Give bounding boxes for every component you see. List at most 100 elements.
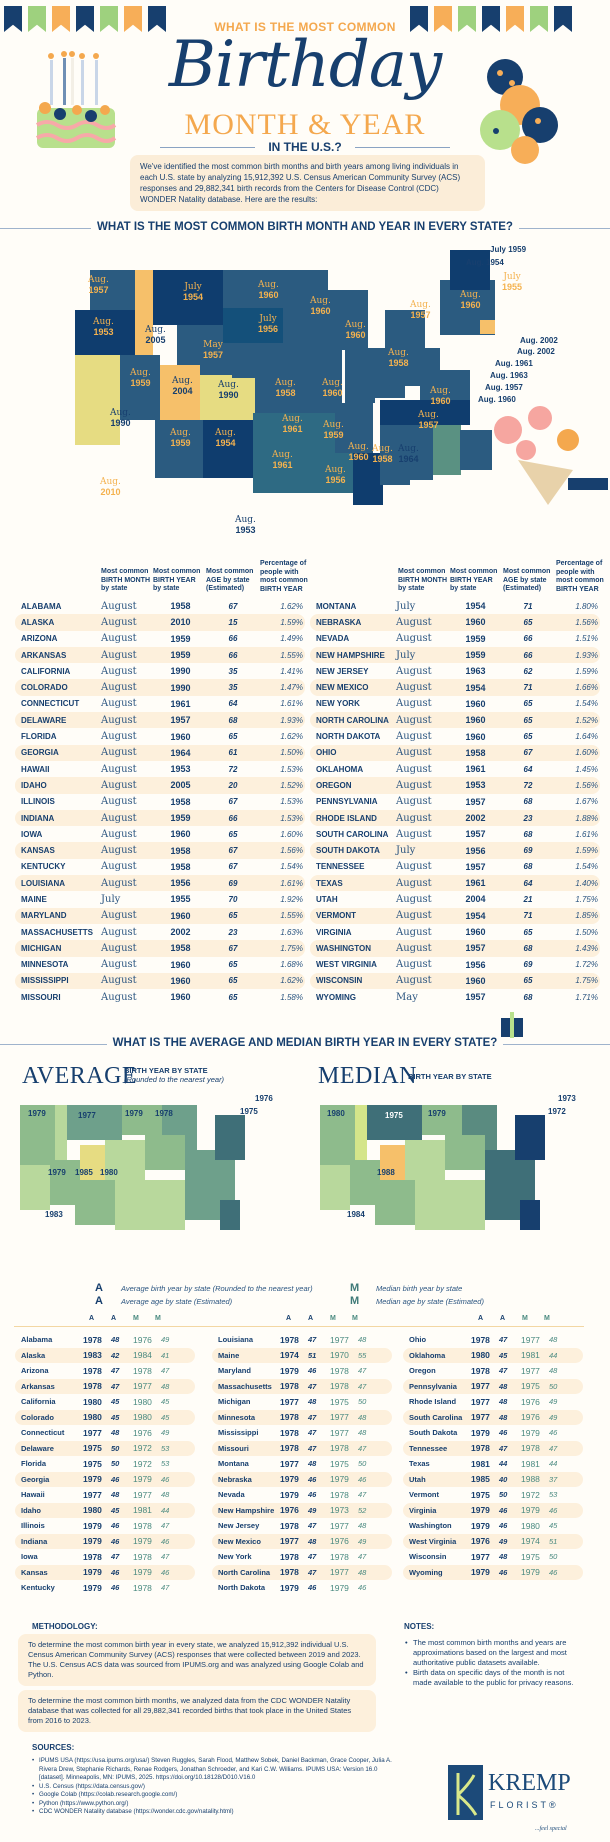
table-row: Delaware 1975 50 1972 53 [15, 1440, 195, 1456]
header-question: WHAT IS THE MOST COMMON [214, 20, 396, 34]
cell-aa: 50 [499, 1490, 508, 1500]
cell-age: 68 [228, 715, 238, 725]
cell-year: 1953 [465, 780, 486, 791]
cell-ay: 1975 [83, 1458, 102, 1469]
cell-my: 1977 [521, 1334, 540, 1345]
cell-month: August [396, 633, 432, 645]
cell-ma: 47 [161, 1583, 170, 1593]
kremp-logo-mark [448, 1765, 483, 1820]
cell-state: New York [218, 1552, 252, 1562]
cell-my: 1978 [521, 1443, 540, 1454]
cell-ay: 1985 [471, 1474, 490, 1485]
cell-year: 2002 [170, 927, 191, 938]
cell-aa: 44 [499, 1459, 508, 1469]
cell-aa: 46 [111, 1567, 120, 1577]
source-item[interactable]: Google Colab (https://colab.research.goo… [32, 1791, 392, 1800]
cell-month: July [396, 600, 416, 612]
table-row: KANSAS August 1958 67 1.56% [15, 842, 305, 859]
cell-year: 1960 [465, 975, 486, 986]
cell-month: August [101, 991, 137, 1003]
cell-month: August [396, 763, 432, 775]
cell-ay: 1980 [83, 1505, 102, 1516]
table-row: OKLAHOMA August 1961 64 1.45% [310, 761, 600, 777]
map-label-washington: Aug. 1957 [88, 275, 109, 295]
cell-my: 1978 [330, 1551, 349, 1562]
cell-age: 61 [228, 748, 238, 758]
table-row: SOUTH DAKOTA July 1956 69 1.59% [310, 842, 600, 859]
cell-aa: 46 [308, 1583, 317, 1593]
cell-pct: 1.62% [280, 732, 303, 742]
cell-my: 1978 [133, 1551, 152, 1562]
cell-year: 1960 [170, 992, 191, 1003]
cell-year: 1960 [465, 715, 486, 726]
cell-state: Connecticut [21, 1428, 65, 1438]
cell-pct: 1.75% [575, 894, 598, 904]
cell-my: 1977 [133, 1489, 152, 1500]
cell-month: August [396, 796, 432, 808]
cell-state: ALABAMA [21, 601, 62, 611]
cell-my: 1977 [330, 1427, 349, 1438]
cell-ma: 44 [161, 1505, 170, 1515]
cell-aa: 50 [111, 1459, 120, 1469]
map-label-hawaii: Aug. 1953 [235, 515, 256, 535]
cell-month: August [101, 845, 137, 857]
source-item[interactable]: CDC WONDER Natality database (https://wo… [32, 1808, 392, 1817]
cell-pct: 1.92% [280, 894, 303, 904]
cell-state: RHODE ISLAND [316, 813, 377, 823]
cell-age: 64 [523, 764, 533, 774]
cell-ay: 1977 [471, 1551, 490, 1562]
cell-state: NEBRASKA [316, 617, 362, 627]
t1-col-age-right: Most common AGE by state (Estimated) [503, 568, 551, 592]
cell-pct: 1.55% [280, 911, 303, 921]
source-item[interactable]: U.S. Census (https://data.census.gov/) [32, 1783, 392, 1792]
cell-ay: 1979 [83, 1582, 102, 1593]
avg-median-table-col3: Ohio 1978 47 1977 48 Oklahoma 1980 45 1981 44 Oreg… [403, 1332, 583, 1580]
cell-age: 20 [228, 780, 238, 790]
table-row: Vermont 1975 50 1972 53 [403, 1487, 583, 1503]
logo-name: KREMP [488, 1770, 571, 1796]
table-row: WISCONSIN August 1960 65 1.75% [310, 972, 600, 990]
cell-ay: 1978 [471, 1443, 490, 1454]
t1-col-pct-right: Percentage of people with most common BI… [556, 560, 604, 593]
source-item[interactable]: Python (https://www.python.org/) [32, 1800, 392, 1809]
cell-year: 1959 [170, 633, 191, 644]
t1-col-month-left: Most common BIRTH MONTH by state [101, 568, 150, 592]
cell-month: August [396, 779, 432, 791]
map-label-arizona: Aug. 1959 [170, 428, 191, 448]
cell-pct: 1.75% [575, 976, 598, 986]
cell-my: 1981 [133, 1505, 152, 1516]
cell-aa: 48 [308, 1536, 317, 1546]
cell-state: North Carolina [218, 1567, 271, 1577]
cell-state: OHIO [316, 748, 337, 758]
cell-state: MISSISSIPPI [21, 976, 69, 986]
table-row: NEW MEXICO August 1954 71 1.66% [310, 679, 600, 696]
cell-ma: 48 [549, 1335, 558, 1345]
cell-ay: 1978 [280, 1443, 299, 1454]
methodology-heading: METHODOLOGY: [32, 1622, 98, 1631]
cell-month: August [396, 665, 432, 677]
source-item[interactable]: IPUMS USA (https://usa.ipums.org/usa/) S… [32, 1757, 392, 1783]
cell-aa: 47 [111, 1552, 120, 1562]
table-row: HAWAII August 1953 72 1.53% [15, 761, 305, 777]
table-row: Georgia 1979 46 1979 46 [15, 1471, 195, 1487]
table-row: Alabama 1978 48 1976 49 [15, 1332, 195, 1348]
table-row: COLORADO August 1990 35 1.47% [15, 679, 305, 696]
avg-median-table-col1: Alabama 1978 48 1976 49 Alaska 1983 42 1984 41 Ari… [15, 1332, 195, 1596]
cell-state: DELAWARE [21, 715, 67, 725]
cell-ay: 1979 [83, 1567, 102, 1578]
cell-aa: 46 [308, 1490, 317, 1500]
cell-year: 1958 [170, 845, 191, 856]
cell-ay: 1977 [471, 1396, 490, 1407]
cell-age: 65 [228, 976, 238, 986]
cell-state: Ohio [409, 1335, 427, 1345]
map-label-california: Aug. 1990 [110, 408, 131, 428]
cell-state: NEW HAMPSHIRE [316, 650, 385, 660]
cell-ma: 47 [358, 1443, 367, 1453]
cell-state: OKLAHOMA [316, 764, 364, 774]
cell-state: Wisconsin [409, 1552, 447, 1562]
cell-year: 1990 [170, 682, 191, 693]
map-label-colorado: Aug. 1990 [218, 380, 239, 400]
cell-ay: 1979 [471, 1567, 490, 1578]
cell-pct: 1.40% [575, 878, 598, 888]
cell-aa: 48 [111, 1490, 120, 1500]
